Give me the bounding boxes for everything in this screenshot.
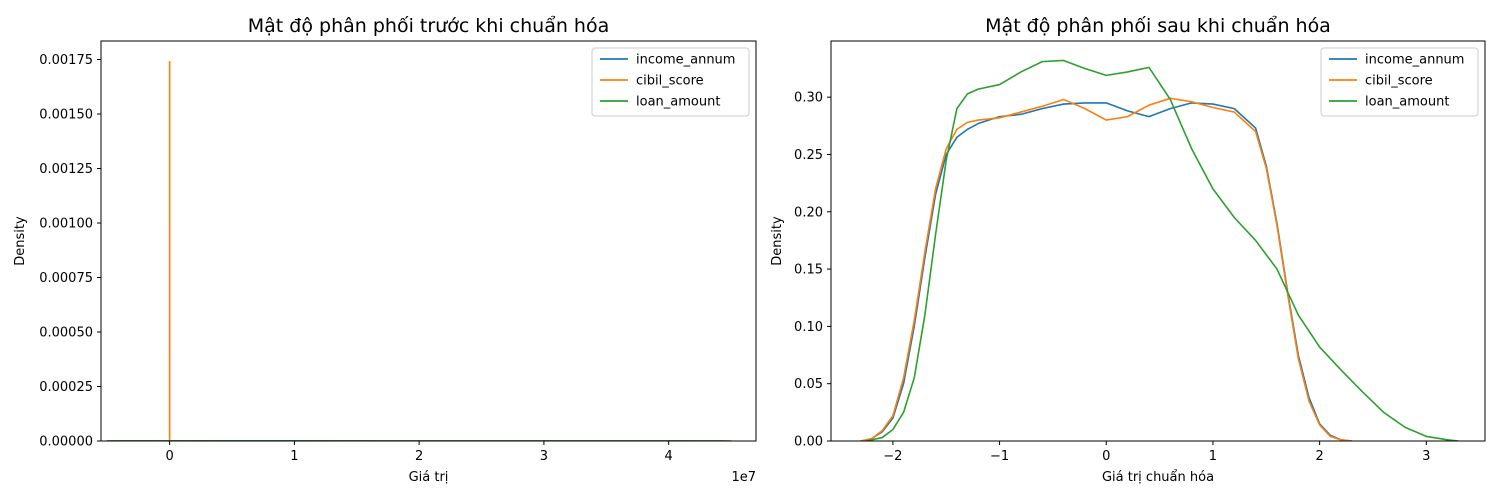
series-group (106, 60, 732, 441)
x-tick-label: 3 (540, 449, 548, 464)
legend-label: cibil_score (1365, 74, 1433, 89)
x-tick-label: −1 (990, 449, 1009, 464)
x-tick-label: 2 (415, 449, 423, 464)
x-tick-label: 0 (165, 449, 173, 464)
y-tick-label: 0.00100 (39, 217, 93, 232)
y-tick-label: 0.15 (794, 263, 823, 278)
x-tick-label: 1 (1209, 449, 1217, 464)
legend: income_annum cibil_score loan_amount (591, 47, 750, 117)
axes-frame (100, 40, 757, 442)
legend-item: loan_amount (600, 95, 720, 110)
x-tick-label: 3 (1422, 449, 1430, 464)
legend-item: income_annum (1329, 53, 1464, 68)
y-tick-label: 0.00000 (39, 435, 93, 450)
x-axis-label: Giá trị (409, 470, 449, 485)
legend-label: cibil_score (636, 74, 704, 89)
x-axis-label: Giá trị chuẩn hóa (1102, 470, 1214, 485)
y-tick-label: 0.10 (794, 320, 823, 335)
legend-item: cibil_score (600, 74, 704, 89)
series-group (860, 59, 1460, 441)
legend-label: income_annum (1365, 53, 1464, 68)
x-tick-label: −2 (883, 449, 902, 464)
x-tick-label: 2 (1315, 449, 1323, 464)
y-axis-label: Density (770, 216, 785, 266)
y-axis-label: Density (13, 216, 28, 266)
series-line-loan-amount (865, 59, 1460, 441)
legend-box (591, 47, 750, 117)
series-line-cibil-score (106, 60, 732, 441)
x-tick-label: 4 (665, 449, 673, 464)
legend-label: loan_amount (1365, 95, 1449, 110)
y-tick-label: 0.20 (794, 205, 823, 220)
legend-item: cibil_score (1329, 74, 1433, 89)
legend-label: income_annum (636, 53, 735, 68)
axes-frame (830, 40, 1486, 442)
x-offset-label: 1e7 (731, 470, 756, 485)
y-tick-label: 0.00150 (39, 108, 93, 123)
series-line-cibil-score (860, 97, 1353, 441)
y-tick-label: 0.00025 (39, 380, 93, 395)
legend-box (1320, 47, 1479, 117)
y-tick-label: 0.00075 (39, 271, 93, 286)
y-tick-label: 0.00125 (39, 162, 93, 177)
legend-label: loan_amount (636, 95, 720, 110)
x-tick-label: 0 (1102, 449, 1110, 464)
y-tick-label: 0.30 (794, 91, 823, 106)
chart-title: Mật độ phân phối trước khi chuẩn hóa (248, 15, 609, 37)
legend-item: income_annum (600, 53, 735, 68)
y-tick-label: 0.00050 (39, 326, 93, 341)
x-tick-label: 1 (290, 449, 298, 464)
y-tick-label: 0.00 (794, 435, 823, 450)
chart-1: 0 1 2 3 4 0.00000 0.00025 0.00050 0.00075 0.00100… (13, 15, 757, 485)
y-tick-label: 0.00175 (39, 53, 93, 68)
legend-item: loan_amount (1329, 95, 1449, 110)
chart-2: −2 −1 0 1 2 3 0.00 0.05 0.10 0.15 0.20 0.25 0.30 Mật … (770, 15, 1486, 485)
y-tick-label: 0.05 (794, 377, 823, 392)
chart-title: Mật độ phân phối sau khi chuẩn hóa (985, 15, 1331, 37)
legend: income_annum cibil_score loan_amount (1320, 47, 1479, 117)
y-tick-label: 0.25 (794, 148, 823, 163)
